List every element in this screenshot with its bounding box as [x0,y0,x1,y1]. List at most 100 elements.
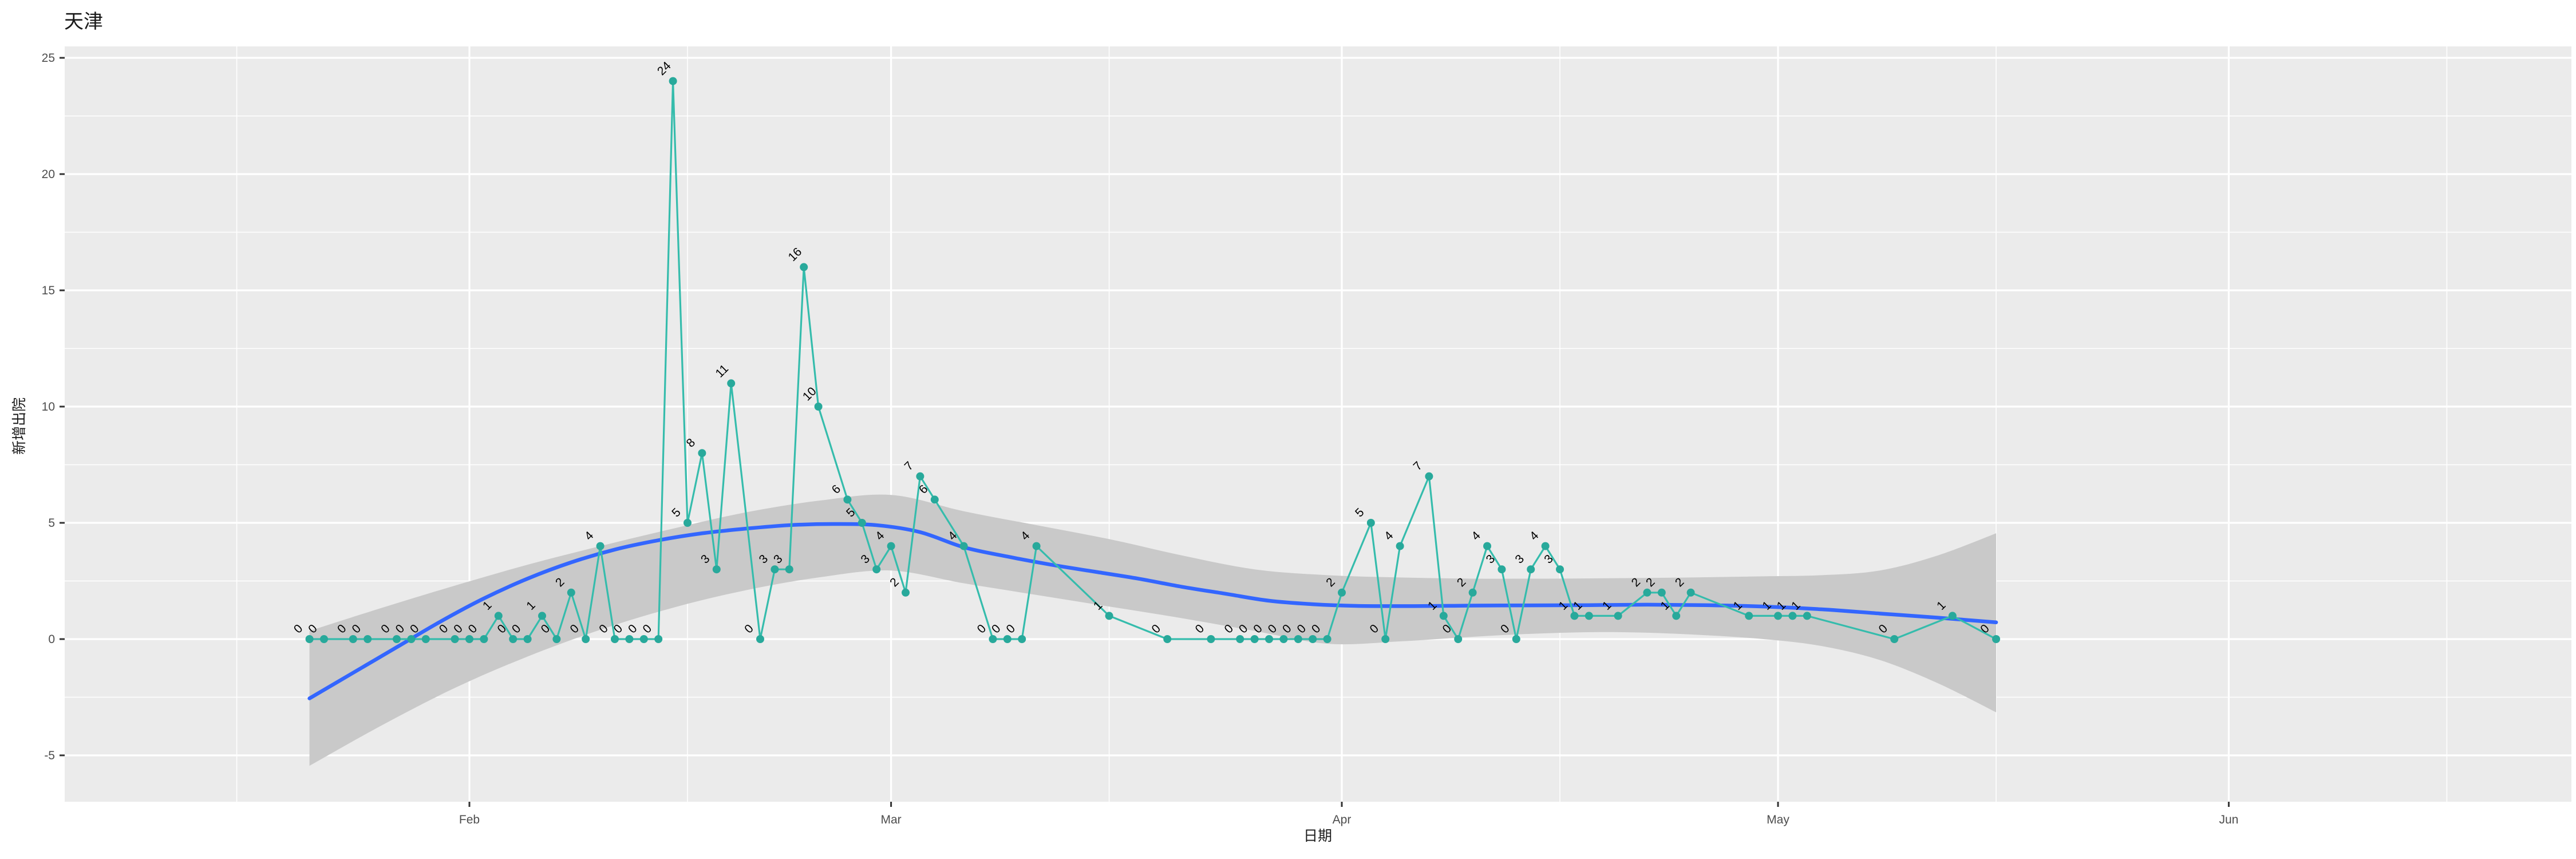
data-point [509,635,517,643]
data-point [320,635,328,643]
data-point [1803,612,1811,620]
data-point [1279,635,1288,643]
plot-panel [65,46,2571,802]
data-point [1527,565,1535,574]
data-point [1396,542,1404,550]
y-tick-label: 5 [48,517,55,530]
ci-ribbon [309,494,1996,766]
x-tick-label: May [1767,813,1789,826]
data-point [1657,588,1666,597]
data-point [1236,635,1244,643]
data-point [1003,635,1012,643]
chart-title: 天津 [64,11,103,33]
data-point [1788,612,1797,620]
data-point [800,263,808,271]
data-point [451,635,459,643]
data-point [1294,635,1302,643]
data-point [582,635,590,643]
data-point [407,635,416,643]
y-tick-label: 0 [48,633,55,646]
data-point [1570,612,1579,620]
data-point [523,635,532,643]
x-tick-label: Apr [1333,813,1352,826]
data-point [639,635,648,643]
data-point [1672,612,1681,620]
x-tick-label: Jun [2219,813,2238,826]
y-tick-label: 20 [42,168,55,181]
data-point [872,565,881,574]
data-point [1366,519,1375,527]
data-point [421,635,430,643]
data-point [1265,635,1273,643]
smooth-line [307,522,1998,700]
data-point [1425,472,1433,480]
data-point [727,379,736,388]
data-point [494,612,503,620]
data-point [1338,588,1346,597]
data-point [596,542,605,550]
data-point [552,635,561,643]
data-point [1686,588,1695,597]
y-tick-label: 10 [42,400,55,413]
data-point [1250,635,1259,643]
data-point [1032,542,1041,550]
data-point [1512,635,1520,643]
data-point [771,565,779,574]
data-point [843,495,852,504]
data-point [858,519,866,527]
data-point [1541,542,1550,550]
data-point [887,542,895,550]
data-point [349,635,357,643]
data-point [902,588,910,597]
data-point [1439,612,1448,620]
data-point [480,635,488,643]
x-axis-title: 日期 [1303,828,1332,844]
data-point [785,565,793,574]
data-point [625,635,634,643]
data-point [1992,635,2000,643]
data-point [1468,588,1477,597]
data-point [1381,635,1390,643]
data-point [567,588,575,597]
x-tick-label: Mar [881,813,902,826]
data-point [989,635,997,643]
y-tick-label: -5 [44,749,55,762]
data-point [756,635,764,643]
data-point [1163,635,1172,643]
data-point [305,635,314,643]
data-point [814,403,823,411]
data-point [683,519,692,527]
y-tick-label: 15 [42,284,55,297]
data-point [1585,612,1593,620]
data-point [712,565,721,574]
data-point [1454,635,1463,643]
data-point [1483,542,1491,550]
data-point [916,472,924,480]
data-point [1890,635,1899,643]
data-point [698,449,706,458]
data-point [1643,588,1652,597]
data-point [1948,612,1957,620]
data-point [1556,565,1564,574]
data-point [1498,565,1506,574]
data-point [1323,635,1332,643]
data-point [538,612,546,620]
data-point [364,635,372,643]
y-tick-label: 25 [42,52,55,65]
data-point [611,635,619,643]
data-point [669,77,677,85]
data-point [930,495,939,504]
data-point [1207,635,1215,643]
data-point [1309,635,1317,643]
data-point [393,635,401,643]
data-point [1018,635,1026,643]
data-point [1774,612,1782,620]
data-point [1745,612,1753,620]
data-point [959,542,968,550]
x-tick-label: Feb [459,813,480,826]
data-point [654,635,663,643]
series-line [309,80,1997,640]
data-point [465,635,473,643]
